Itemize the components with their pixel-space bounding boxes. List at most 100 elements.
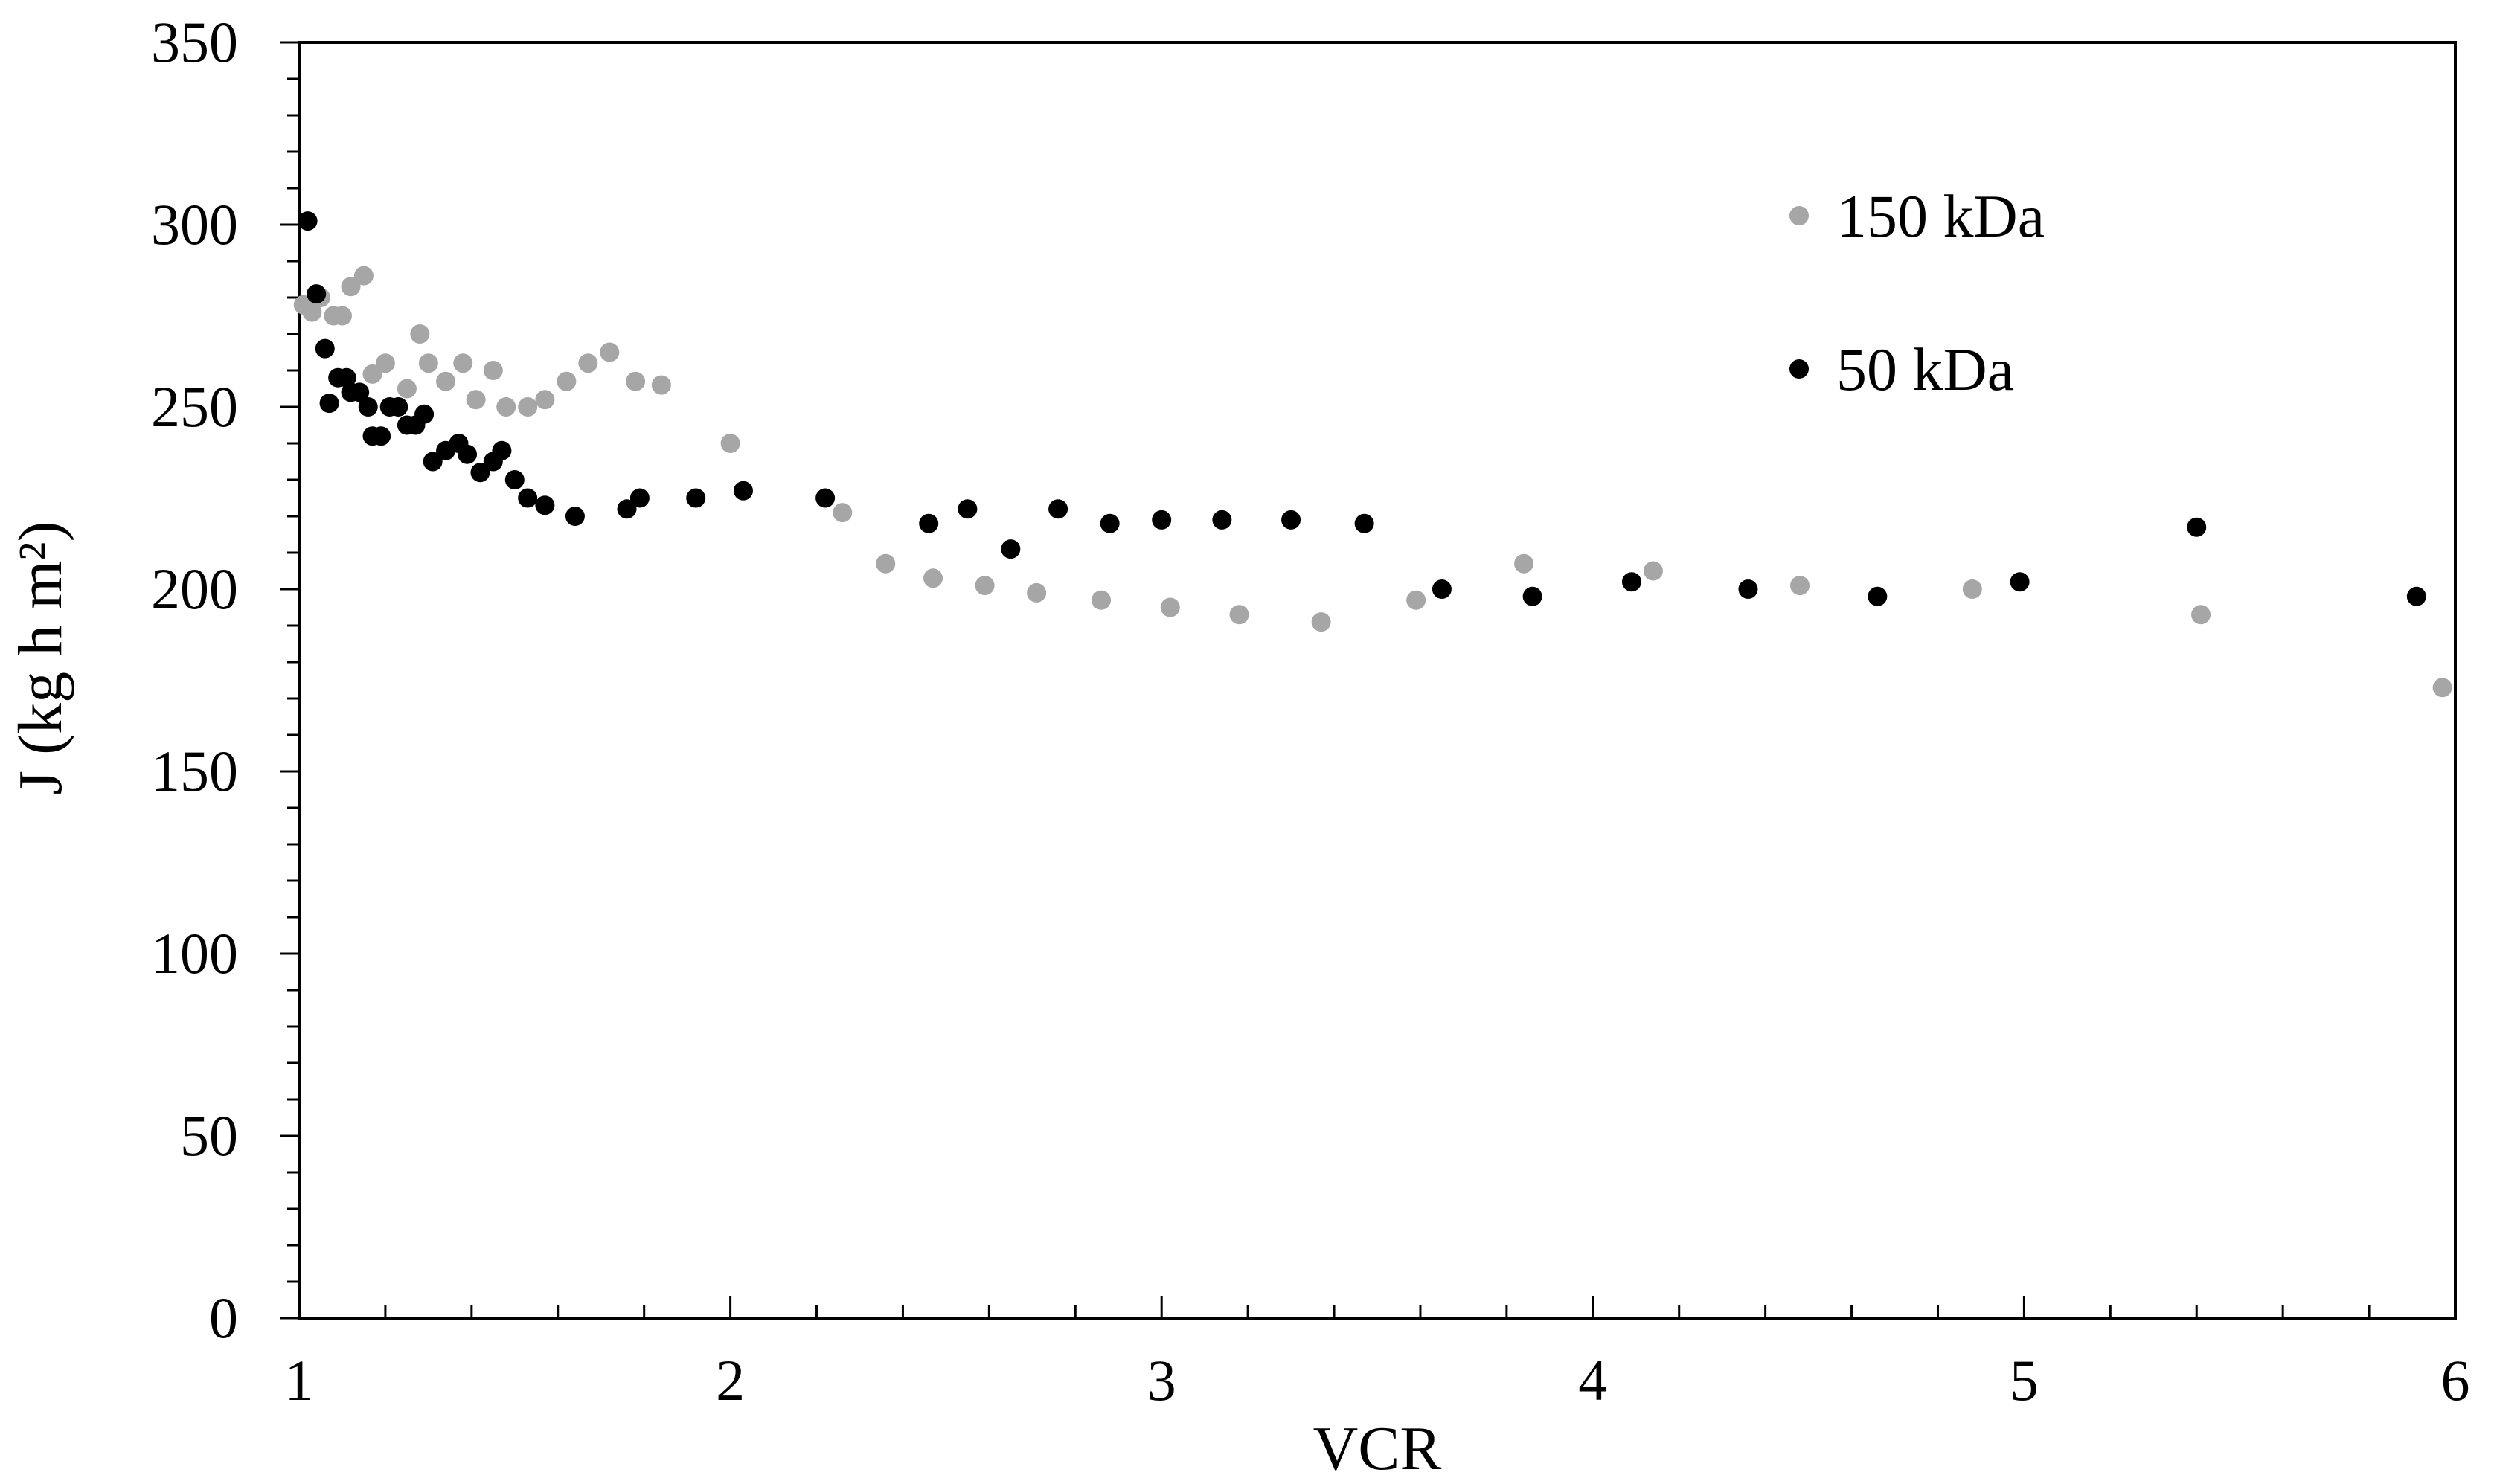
data-point [496,397,516,417]
data-point [315,338,335,359]
y-tick-label: 350 [151,10,238,74]
plot-frame [298,41,2457,1320]
data-point [418,353,438,373]
y-tick-label: 50 [180,1103,238,1168]
data-point [557,371,577,391]
data-point [733,481,753,501]
data-point [302,302,322,322]
data-point [375,353,395,373]
data-point [2187,517,2207,537]
data-point [397,379,417,399]
data-point [617,499,637,519]
data-point [436,371,456,391]
data-point [629,488,650,508]
data-point [307,284,327,304]
y-tick-label: 100 [151,921,238,986]
data-point [1514,553,1534,574]
data-point [600,342,620,362]
data-point [2010,572,2030,592]
data-point [1962,579,1982,599]
data-point [1790,576,1810,596]
data-point [466,390,486,410]
series-150kda [293,266,2452,698]
data-point [458,444,478,464]
x-tick-label: 2 [716,1348,745,1413]
data-point [815,488,836,508]
data-point [336,367,356,388]
plot-area [293,211,2452,698]
data-point [371,426,391,446]
data-point [833,503,853,523]
data-point [362,364,382,384]
data-point [353,266,374,286]
x-tick-label: 1 [285,1348,314,1413]
data-point [388,397,408,417]
data-point [319,394,339,414]
data-point [720,434,740,453]
x-axis: 1 2 3 4 5 6 [285,1296,2470,1413]
data-point [1868,586,1888,606]
data-point [341,277,361,297]
data-point [923,568,943,588]
data-point [1001,539,1021,559]
x-tick-label: 4 [1578,1348,1607,1413]
data-point [1354,513,1374,533]
data-point [350,382,370,402]
data-point [518,488,538,508]
data-point [535,495,555,515]
y-axis: 0 50 100 150 200 250 300 350 [151,10,299,1350]
data-point [876,553,896,574]
data-point [958,499,978,519]
data-point [483,361,503,380]
data-point [1621,572,1641,592]
data-point [535,390,555,410]
x-tick-label: 3 [1147,1348,1176,1413]
data-point [414,404,435,424]
data-point [1027,582,1047,603]
data-point [1406,590,1426,610]
data-point [1311,612,1331,632]
data-point [1152,510,1172,530]
data-point [651,375,671,395]
data-point [453,353,473,373]
data-point [410,324,430,344]
data-point [423,452,443,472]
data-point [1048,499,1068,519]
x-tick-label: 6 [2441,1348,2470,1413]
data-point [1522,586,1542,606]
data-point [332,306,352,326]
data-point [518,397,538,417]
data-point [1281,510,1301,530]
y-tick-label: 200 [151,556,238,621]
legend-marker [1789,359,1809,379]
data-point [470,463,490,483]
legend: 150 kDa 50 kDa [1789,182,2045,403]
data-point [626,371,646,391]
legend-marker [1789,206,1809,225]
data-point [565,507,585,526]
data-point [2191,605,2211,625]
series-50kda [298,211,2426,606]
data-point [2406,586,2426,606]
data-point [919,513,939,533]
data-point [1432,579,1452,599]
data-point [1229,605,1249,625]
data-point [1100,513,1120,533]
data-point [1160,597,1180,617]
y-tick-label: 0 [209,1285,238,1350]
y-tick-label: 250 [151,374,238,439]
data-point [2432,678,2452,698]
data-point [578,353,598,373]
legend-label: 150 kDa [1836,182,2045,250]
data-point [492,440,512,460]
data-point [1643,561,1663,581]
y-tick-label: 300 [151,192,238,257]
y-tick-label: 150 [151,739,238,803]
legend-label: 50 kDa [1836,335,2014,403]
x-tick-label: 5 [2010,1348,2039,1413]
data-point [298,211,318,231]
data-point [975,576,995,596]
data-point [358,397,378,417]
